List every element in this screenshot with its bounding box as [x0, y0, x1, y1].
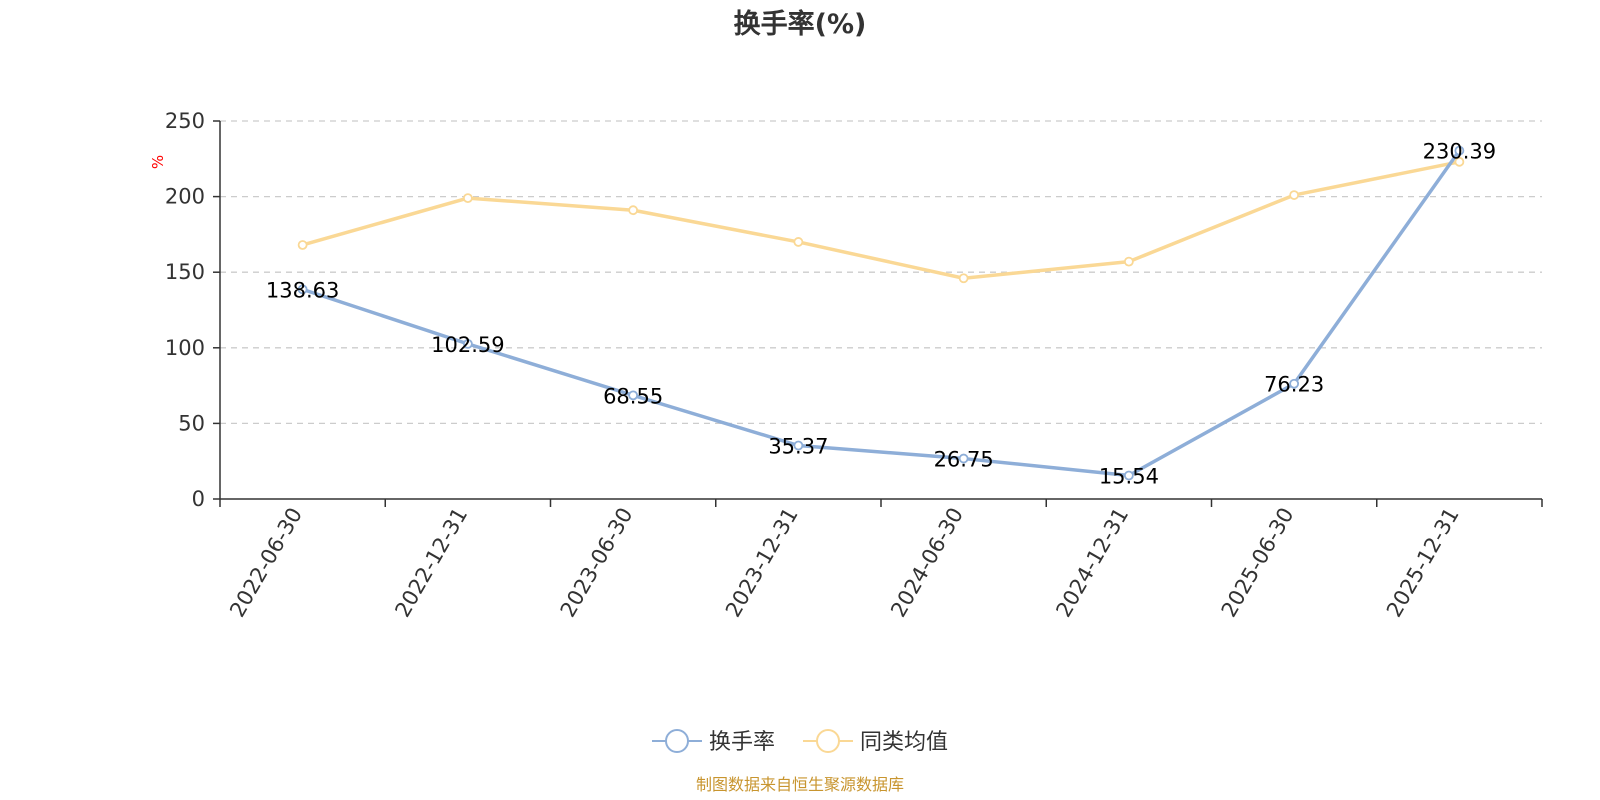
y-tick-label: 0	[192, 487, 205, 511]
data-label: 68.55	[603, 384, 663, 408]
data-label: 138.63	[266, 278, 339, 302]
data-label: 230.39	[1423, 140, 1496, 164]
data-point	[297, 284, 308, 295]
chart-title: 换手率(%)	[734, 8, 867, 40]
x-tick-label: 2023-06-30	[556, 504, 638, 622]
data-point	[793, 237, 804, 247]
y-tick-label: 250	[165, 109, 205, 133]
data-point	[297, 240, 308, 250]
y-tick-label: 100	[165, 336, 205, 360]
data-labels: 138.63 102.59 68.55 35.37 26.75 15.54 76.23 230…	[266, 140, 1496, 489]
legend-marker	[665, 729, 689, 753]
x-tick-label: 2024-06-30	[886, 504, 968, 622]
data-point	[793, 440, 804, 451]
legend-label: 同类均值	[860, 730, 948, 755]
grid-lines	[220, 120, 1542, 425]
series-layer	[297, 145, 1465, 481]
x-tick-label: 2025-06-30	[1217, 504, 1299, 622]
data-point	[1454, 145, 1465, 156]
legend[interactable]: 换手率 同类均值	[652, 729, 948, 755]
axes	[219, 121, 1542, 500]
legend-item[interactable]: 同类均值	[803, 729, 948, 755]
data-label: 35.37	[768, 435, 828, 459]
data-point	[958, 453, 969, 464]
data-point	[1289, 378, 1300, 389]
data-label: 26.75	[934, 448, 994, 472]
y-axis-unit: %	[149, 155, 167, 169]
data-point	[628, 390, 639, 401]
x-axis-ticks: 2022-06-30 2022-12-31 2023-06-30 2023-12-31…	[219, 499, 1543, 622]
x-tick-label: 2022-12-31	[390, 504, 472, 622]
legend-label: 换手率	[709, 730, 775, 755]
data-label: 76.23	[1264, 373, 1324, 397]
legend-item[interactable]: 换手率	[652, 729, 775, 755]
legend-marker	[816, 729, 840, 753]
x-tick-label: 2023-12-31	[721, 504, 803, 622]
x-tick-label: 2024-12-31	[1051, 504, 1133, 622]
data-source: 制图数据来自恒生聚源数据库	[696, 775, 904, 794]
series-line	[302, 149, 1461, 478]
y-tick-label: 50	[178, 411, 205, 435]
data-point	[462, 338, 473, 349]
y-tick-label: 150	[165, 260, 205, 284]
x-tick-label: 2022-06-30	[225, 504, 307, 622]
data-point	[1123, 256, 1134, 267]
data-point	[958, 273, 969, 284]
x-tick-label: 2025-12-31	[1382, 504, 1464, 622]
series-line	[302, 160, 1460, 280]
y-tick-label: 200	[165, 185, 205, 209]
data-point	[1454, 156, 1465, 167]
data-label: 15.54	[1099, 465, 1159, 489]
data-point	[1123, 470, 1134, 481]
data-point	[628, 205, 639, 216]
y-axis-ticks: 0 50 100 150 200 250	[165, 109, 220, 511]
data-label: 102.59	[431, 333, 504, 357]
data-point	[1289, 190, 1300, 200]
data-point	[462, 193, 473, 204]
